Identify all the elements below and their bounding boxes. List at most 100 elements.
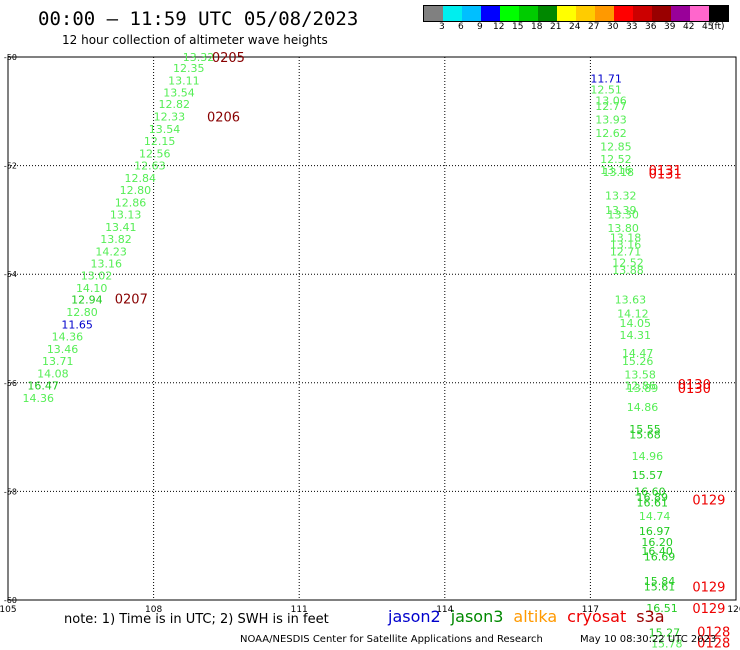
wave-height-point: 13.63 (615, 294, 647, 307)
x-tick-label: 114 (436, 605, 453, 615)
wave-height-point: 16.47 (27, 380, 59, 393)
wave-height-point: 13.46 (47, 343, 79, 356)
wave-height-point: 15.61 (644, 580, 676, 593)
chart-subtitle: 12 hour collection of altimeter wave hei… (62, 33, 328, 47)
wave-height-point: 13.82 (100, 233, 132, 246)
color-swatch (595, 6, 614, 21)
time-label: 0130 (678, 378, 711, 393)
x-tick-label: 111 (291, 605, 308, 615)
color-swatch (633, 6, 652, 21)
wave-height-point: 13.89 (627, 382, 659, 395)
wave-height-point: 12.80 (120, 184, 152, 197)
wave-height-point: 12.15 (144, 135, 176, 148)
color-swatch (538, 6, 557, 21)
color-swatch (443, 6, 462, 21)
color-bar-tick-label: 36 (645, 22, 657, 32)
wave-height-point: 14.86 (627, 401, 659, 414)
wave-height-point: 15.27 (649, 627, 681, 640)
wave-height-point: 15.57 (632, 469, 664, 482)
wave-height-point: 13.11 (168, 74, 200, 87)
wave-height-point: 14.05 (620, 317, 652, 330)
y-tick-label: -52 (4, 162, 17, 171)
wave-height-point: 12.52 (612, 256, 644, 269)
wave-height-point: 13.18 (610, 231, 642, 244)
wave-height-point: 16.89 (637, 491, 669, 504)
color-swatch (576, 6, 595, 21)
color-bar-swatches (423, 5, 729, 22)
color-bar-tick-label: 33 (626, 22, 638, 32)
color-swatch (557, 6, 576, 21)
color-bar-tick-label: 21 (550, 22, 562, 32)
y-tick-label: -60 (4, 596, 17, 605)
wave-height-point: 14.23 (95, 245, 127, 258)
wave-height-point: 12.63 (134, 160, 166, 173)
wave-height-point: 13.18 (603, 166, 635, 179)
wave-height-point: 15.68 (629, 428, 661, 441)
wave-height-point: 12.35 (173, 62, 205, 75)
wave-height-point: 13.41 (105, 221, 137, 234)
color-bar-tick-label: 42 (683, 22, 695, 32)
wave-height-point: 15.78 (651, 637, 683, 650)
wave-height-point: 16.20 (641, 536, 673, 549)
wave-height-point: 11.65 (61, 319, 93, 332)
wave-height-point: 13.06 (595, 94, 627, 107)
color-bar-tick-label: 3 (439, 22, 445, 32)
color-swatch (671, 6, 690, 21)
x-tick-label: 120 (727, 605, 740, 615)
wave-height-point: 14.10 (76, 282, 108, 295)
wave-height-point: 14.08 (37, 368, 68, 381)
color-bar-unit: (ft) (711, 22, 725, 32)
legend-jason2: jason2 (388, 607, 441, 626)
wave-height-point: 13.13 (110, 208, 142, 221)
wave-height-point: 13.80 (607, 222, 639, 235)
time-label: 0129 (692, 580, 725, 595)
wave-height-point: 13.32 (183, 51, 215, 64)
wave-height-point: 15.26 (622, 355, 654, 368)
wave-height-point: 12.86 (624, 380, 656, 393)
x-tick-label: 117 (582, 605, 599, 615)
color-swatch (519, 6, 538, 21)
y-tick-label: -54 (4, 270, 17, 279)
wave-height-point: 15.84 (644, 575, 676, 588)
chart-title: 00:00 – 11:59 UTC 05/08/2023 (38, 8, 359, 30)
footer-timestamp: May 10 08:30:22 UTC 2023 (580, 634, 717, 645)
color-bar-tick-label: 6 (458, 22, 464, 32)
time-label: 0128 (697, 636, 730, 650)
wave-height-point: 13.93 (595, 113, 627, 126)
wave-height-point: 16.61 (637, 496, 669, 509)
wave-height-point: 13.16 (600, 164, 632, 177)
wave-height-point: 12.52 (600, 153, 632, 166)
wave-height-point: 14.74 (639, 510, 671, 523)
x-tick-label: 108 (145, 605, 162, 615)
time-label: 0131 (649, 164, 682, 179)
wave-height-point: 15.55 (629, 423, 661, 436)
color-swatch (652, 6, 671, 21)
wave-height-point: 12.85 (600, 141, 632, 154)
footer-note: note: 1) Time is in UTC; 2) SWH is in fe… (64, 612, 329, 627)
wave-height-point: 13.16 (91, 257, 123, 270)
wave-height-point: 14.47 (622, 347, 654, 360)
time-label: 0129 (692, 494, 725, 509)
wave-height-point: 12.84 (124, 172, 156, 185)
wave-height-point: 16.60 (634, 485, 666, 498)
wave-height-point: 12.62 (595, 127, 627, 140)
wave-height-point: 12.86 (115, 197, 147, 210)
time-label: 0131 (649, 168, 682, 183)
wave-height-point: 12.80 (66, 306, 98, 319)
color-swatch (481, 6, 500, 21)
footer-credit: NOAA/NESDIS Center for Satellite Applica… (240, 634, 543, 645)
wave-height-point: 13.54 (163, 86, 195, 99)
color-swatch (500, 6, 519, 21)
wave-height-point: 13.58 (624, 369, 656, 382)
wave-height-point: 14.36 (23, 392, 54, 405)
color-bar-tick-label: 39 (664, 22, 676, 32)
wave-height-point: 11.71 (590, 73, 622, 86)
wave-height-point: 13.54 (149, 123, 181, 136)
wave-height-point: 12.51 (590, 84, 622, 97)
wave-height-point: 16.51 (646, 602, 678, 615)
time-label: 0206 (207, 111, 240, 126)
wave-height-point: 13.16 (610, 238, 642, 251)
wave-height-point: 13.32 (605, 189, 637, 202)
wave-height-point: 12.56 (139, 148, 171, 161)
